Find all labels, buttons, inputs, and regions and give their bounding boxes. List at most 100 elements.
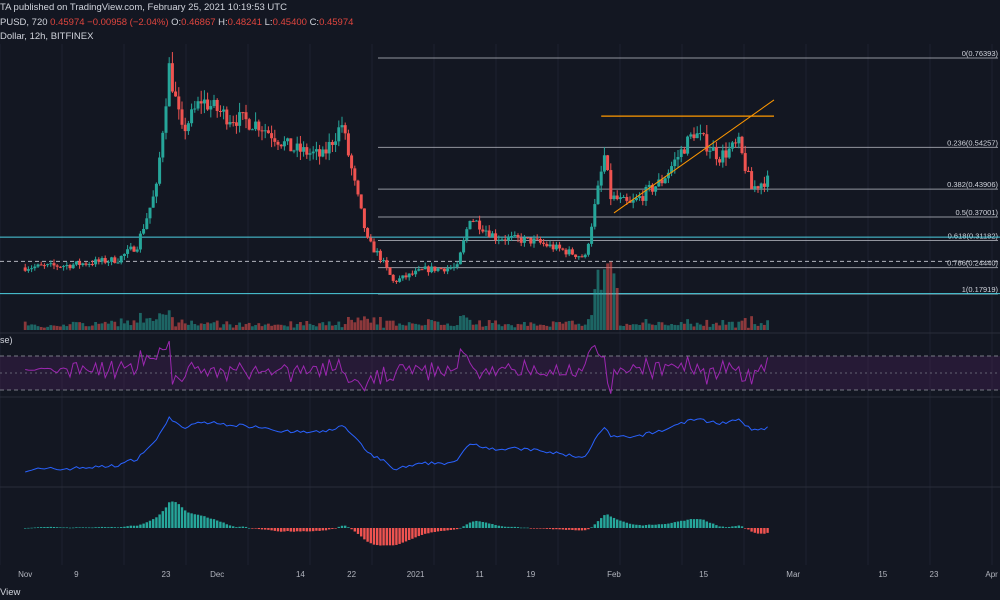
macd-histogram-bar — [270, 528, 273, 531]
candle-body — [542, 242, 546, 244]
volume-bar — [731, 321, 734, 330]
volume-bar — [455, 325, 459, 330]
macd-histogram-bar — [728, 526, 731, 528]
macd-histogram-bar — [712, 523, 715, 528]
candle-body — [474, 220, 478, 222]
candle-body — [718, 159, 722, 163]
volume-bar — [385, 320, 389, 330]
candle-body — [673, 159, 677, 167]
candle-body — [558, 244, 562, 249]
macd-histogram-bar — [414, 528, 417, 538]
candle-body — [286, 138, 290, 142]
candle-body — [686, 136, 690, 154]
volume-bar — [388, 320, 392, 330]
macd-histogram-bar — [49, 526, 52, 528]
volume-bar — [103, 321, 107, 330]
candle-body — [580, 256, 584, 258]
candle-body — [634, 197, 638, 201]
candle-body — [446, 268, 450, 272]
volume-bar — [215, 320, 219, 330]
candle-body — [138, 233, 142, 250]
macd-histogram-bar — [392, 528, 395, 546]
volume-bar — [609, 261, 613, 330]
volume-bar — [513, 327, 517, 330]
candle-body — [740, 136, 744, 154]
macd-histogram-bar — [491, 524, 494, 528]
volume-bar — [567, 320, 571, 330]
macd-histogram-bar — [347, 527, 350, 528]
rsi-line — [25, 340, 769, 394]
candle-body — [26, 269, 30, 271]
fib-level-label: 0.236(0.54257) — [947, 138, 998, 147]
macd-histogram-bar — [328, 528, 331, 530]
macd-histogram-bar — [667, 523, 670, 528]
macd-histogram-bar — [257, 528, 260, 530]
macd-histogram-bar — [590, 527, 593, 528]
candle-body — [257, 121, 261, 131]
candle-body — [590, 226, 594, 244]
volume-bar — [670, 324, 673, 330]
macd-histogram-bar — [536, 528, 539, 529]
macd-histogram-bar — [369, 528, 372, 544]
macd-histogram-bar — [411, 528, 414, 539]
candle-body — [410, 273, 414, 275]
candle-body — [276, 141, 280, 145]
volume-bar — [737, 321, 741, 330]
candle-body — [62, 266, 66, 268]
candle-body — [564, 249, 568, 255]
volume-bar — [68, 324, 72, 330]
volume-bar — [510, 325, 513, 330]
volume-bar — [603, 269, 606, 330]
volume-bar — [180, 319, 184, 330]
volume-bar — [30, 324, 33, 330]
volume-bar — [190, 320, 193, 330]
candle-body — [692, 134, 696, 139]
volume-bar — [398, 323, 401, 330]
volume-bar — [574, 324, 577, 330]
candle-body — [183, 124, 187, 132]
volume-bar — [679, 322, 683, 330]
macd-histogram-bar — [651, 524, 654, 528]
volume-bar — [302, 325, 305, 330]
macd-histogram-bar — [760, 528, 763, 534]
macd-histogram-bar — [542, 528, 545, 529]
volume-bar — [244, 324, 248, 330]
candle-body — [74, 261, 78, 265]
fib-level-label: 1(0.17919) — [962, 285, 999, 294]
candle-body — [478, 220, 482, 230]
macd-histogram-bar — [750, 528, 753, 532]
low-label: L: — [264, 17, 273, 28]
candle-body — [734, 142, 738, 144]
candle-body — [490, 233, 494, 237]
macd-histogram-bar — [702, 519, 705, 528]
macd-histogram-bar — [478, 521, 481, 528]
macd-histogram-bar — [475, 520, 478, 528]
candle-body — [535, 238, 539, 240]
volume-bar — [331, 325, 334, 330]
macd-histogram-bar — [625, 522, 628, 528]
candle-body — [42, 265, 46, 267]
volume-bar — [177, 322, 181, 330]
volume-bar — [315, 326, 318, 330]
macd-histogram-bar — [571, 528, 574, 531]
candle-body — [151, 196, 155, 208]
macd-histogram-bar — [299, 528, 302, 532]
macd-histogram-bar — [164, 507, 168, 528]
volume-bar — [705, 319, 709, 330]
volume-bar — [401, 324, 405, 330]
candle-body — [494, 233, 498, 241]
macd-histogram-bar — [222, 522, 225, 528]
volume-bar — [615, 287, 619, 330]
candle-body — [55, 265, 59, 267]
candle-body — [586, 243, 590, 255]
volume-bar — [612, 273, 616, 330]
candle-body — [238, 112, 242, 126]
volume-bar — [286, 326, 289, 330]
x-axis-tick-label: 23 — [162, 570, 171, 579]
macd-histogram-bar — [596, 521, 600, 528]
candle-body — [177, 96, 181, 110]
volume-bar — [254, 325, 257, 330]
x-axis-tick-label: Feb — [607, 570, 621, 579]
candle-body — [366, 228, 370, 238]
